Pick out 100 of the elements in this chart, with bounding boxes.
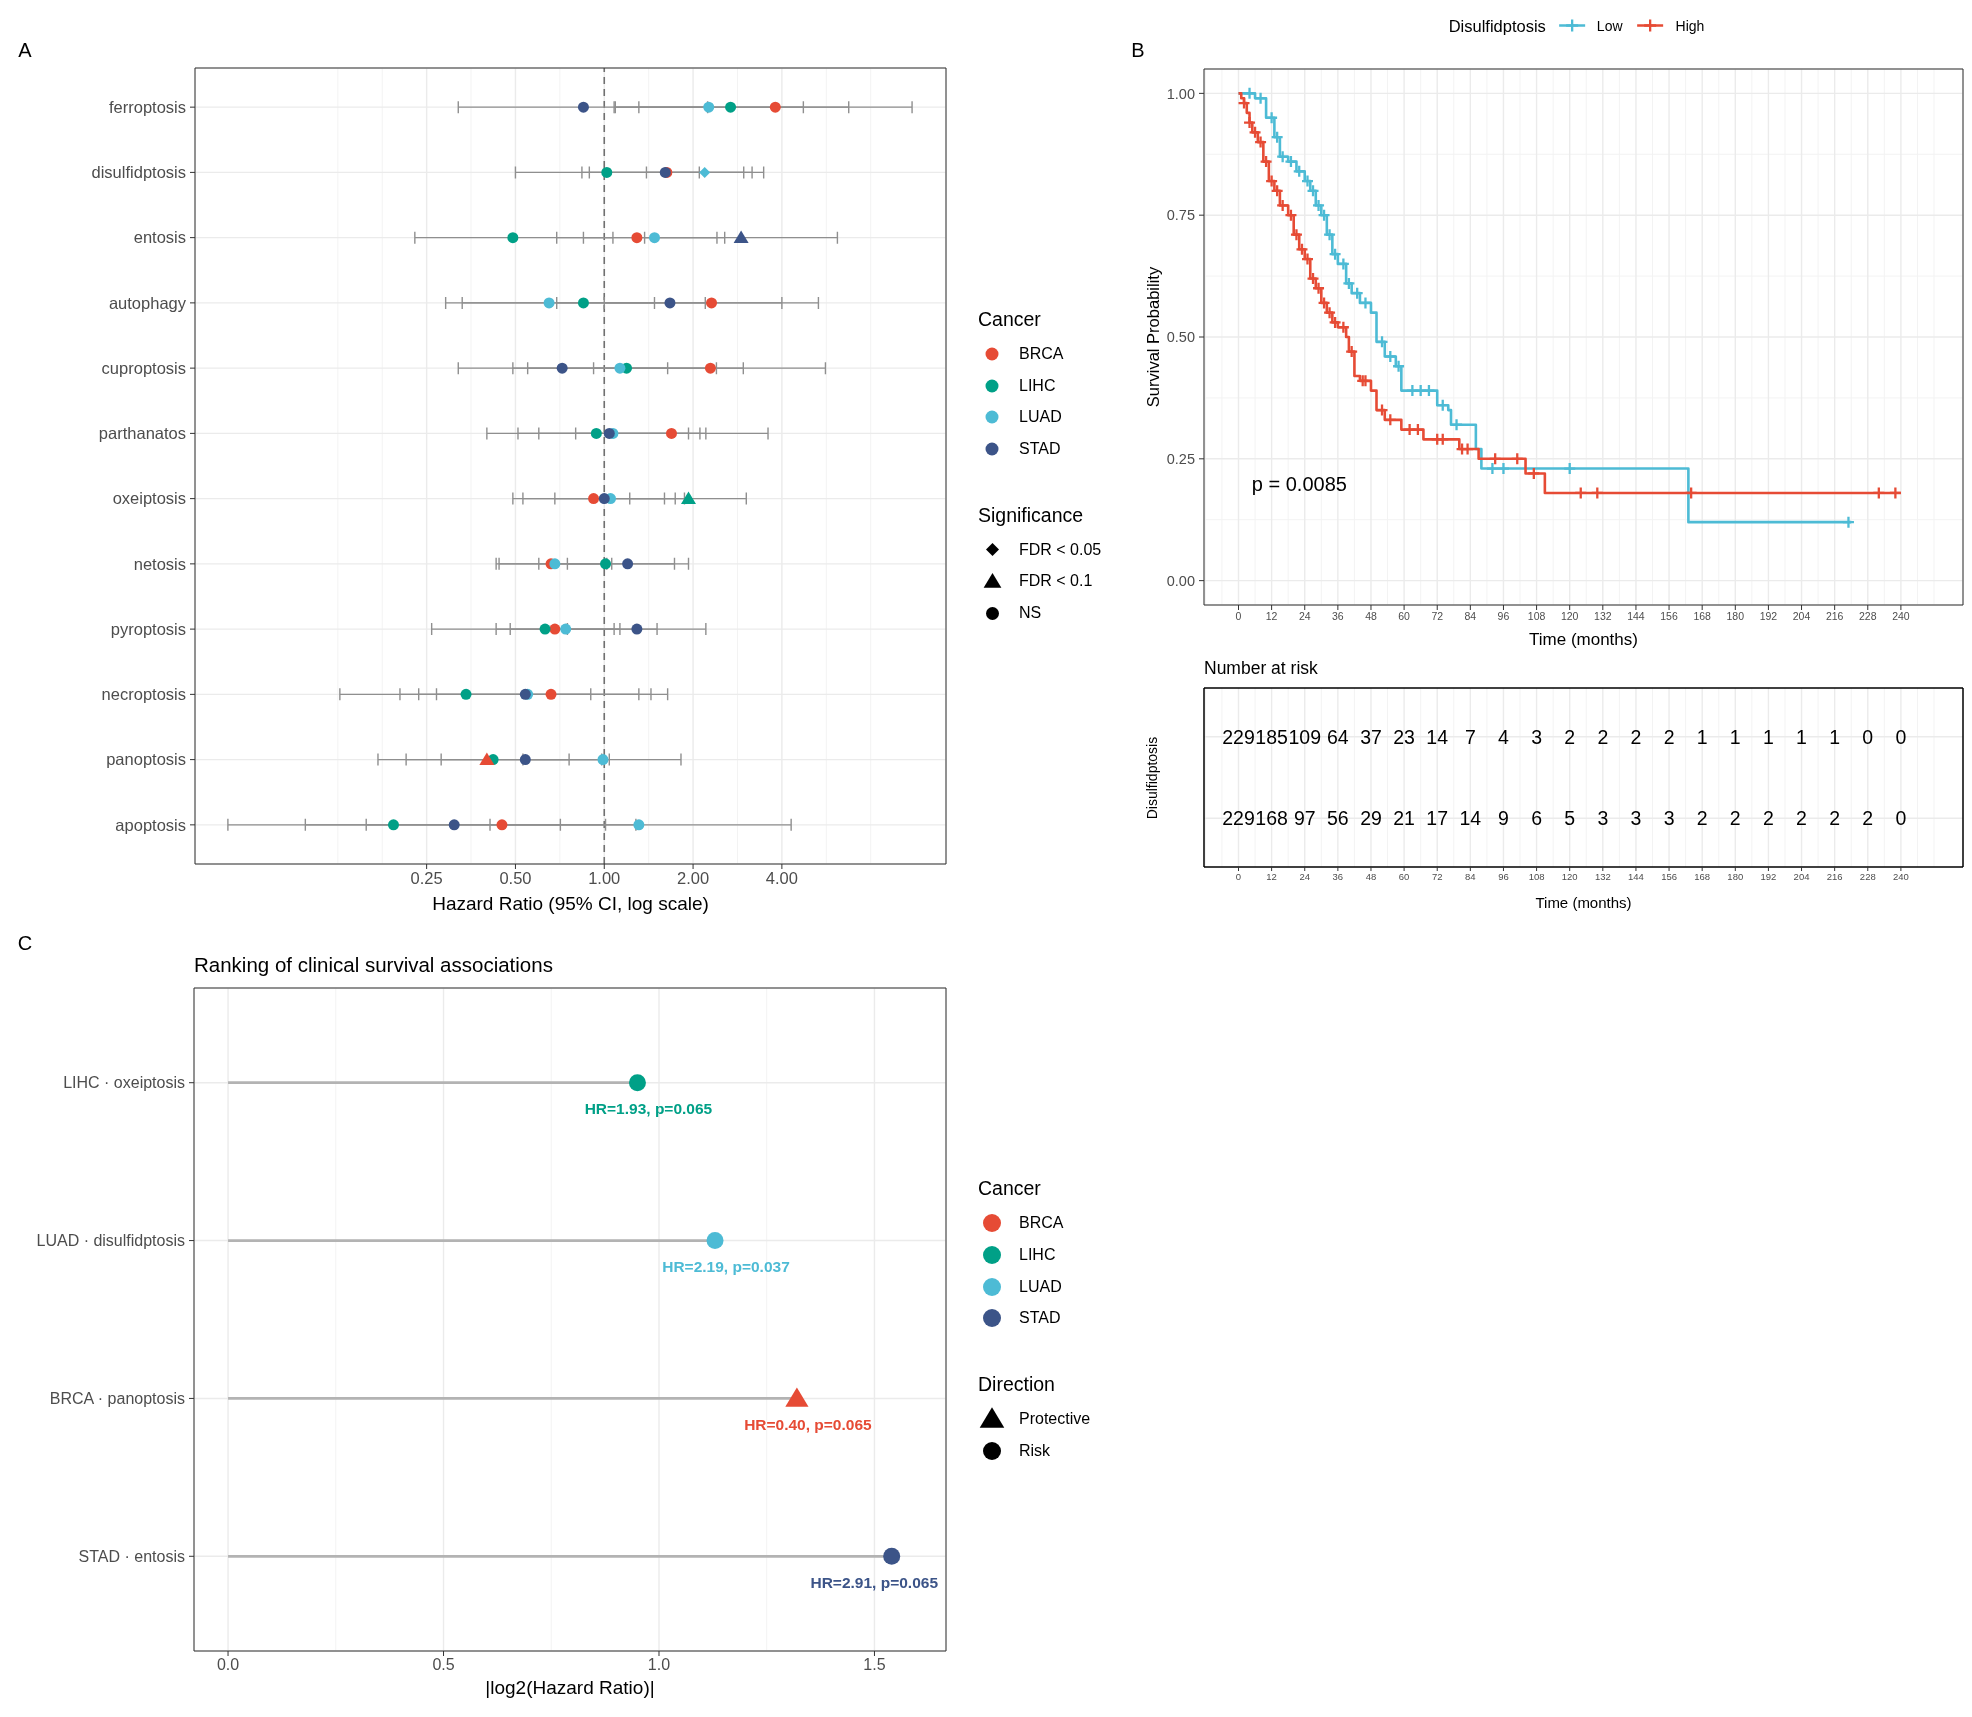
point (1302, 175, 1313, 187)
x-tick-label: 4.00 (765, 868, 798, 887)
x-tick-label: 240 (1892, 610, 1910, 623)
point (1346, 346, 1358, 358)
text: Significance (978, 504, 1084, 526)
point (1497, 463, 1509, 475)
chart-title: Number at risk (1204, 658, 1318, 678)
text: NS (1019, 604, 1042, 623)
x-axis-title: Time (months) (1529, 630, 1638, 650)
point (1423, 385, 1435, 397)
x-tick-label: 216 (1826, 870, 1843, 882)
x-tick-label: 1.00 (588, 868, 621, 887)
x-tick-label: 192 (1760, 870, 1777, 882)
point (1313, 282, 1325, 294)
x-tick-label: 84 (1465, 870, 1476, 882)
text: FDR < 0.05 (1019, 540, 1102, 559)
x-tick-label: 204 (1792, 610, 1811, 623)
x-tick-label: 36 (1332, 610, 1344, 623)
data-label: 2 (1796, 807, 1807, 830)
x-tick-label: 0 (1235, 610, 1242, 623)
data-label: 0 (1862, 725, 1874, 748)
data-label: HR=2.91, p=0.065 (810, 1573, 939, 1591)
x-tick-label: 180 (1726, 610, 1745, 623)
data-label: 14 (1459, 807, 1482, 830)
legend-label: BRCA (1019, 1214, 1064, 1233)
point (706, 1232, 724, 1250)
data-label: 185 (1255, 725, 1289, 748)
x-tick-label: 1.0 (647, 1656, 671, 1674)
legend-label: High (1675, 17, 1705, 34)
point (1324, 229, 1336, 241)
point (1290, 229, 1302, 241)
point (1564, 463, 1576, 475)
point (1384, 350, 1396, 362)
y-tick-label: pyroptosis (110, 619, 186, 638)
data-label: 1 (1796, 725, 1807, 748)
point (1528, 467, 1540, 479)
data-label: HR=0.40, p=0.065 (744, 1415, 873, 1433)
x-tick-label: 120 (1561, 870, 1578, 882)
text: B (1131, 38, 1145, 62)
y-tick-label: autophagy (108, 293, 187, 312)
x-tick-label: 228 (1859, 610, 1877, 623)
y-tick-label: netosis (133, 554, 186, 573)
data-label: 2 (1663, 725, 1675, 748)
y-tick-label: apoptosis (115, 815, 186, 834)
x-tick-label: 168 (1694, 870, 1711, 882)
data-label: 6 (1531, 807, 1543, 830)
x-tick-label: 228 (1859, 870, 1876, 882)
data-label: 2 (1630, 725, 1642, 748)
data-label: 2 (1696, 807, 1708, 830)
x-tick-label: 12 (1266, 870, 1277, 882)
x-tick-label: 132 (1594, 610, 1612, 623)
x-tick-label: 108 (1527, 610, 1546, 623)
data-label: 2 (1729, 807, 1741, 830)
data-label: 2 (1829, 807, 1841, 830)
y-tick-label: 0.00 (1166, 572, 1195, 589)
y-tick-label: LUAD · disulfidptosis (36, 1232, 185, 1250)
x-tick-label: 72 (1431, 870, 1443, 882)
x-tick-label: 204 (1793, 870, 1810, 882)
point (1451, 419, 1463, 431)
y-tick-label: cuproptosis (101, 358, 186, 377)
y-tick-label: LIHC · oxeiptosis (63, 1074, 185, 1092)
x-tick-label: 24 (1299, 870, 1311, 882)
point (1412, 424, 1424, 436)
data-label: 0 (1895, 807, 1907, 830)
legend-label: STAD (1019, 1309, 1061, 1328)
data-label: 56 (1327, 807, 1349, 830)
data-label: 2 (1597, 725, 1609, 748)
x-axis-title: Time (months) (1535, 893, 1632, 911)
x-tick-label: 96 (1497, 610, 1510, 623)
x-tick-label: 2.00 (677, 868, 710, 887)
x-tick-label: 132 (1594, 870, 1611, 882)
x-tick-label: 0.50 (499, 868, 532, 887)
legend-title: Cancer (978, 307, 1041, 330)
data-label: 1 (1829, 725, 1841, 748)
text: C (17, 931, 33, 955)
point (1486, 463, 1498, 475)
legend-title: Disulfidptosis (1448, 16, 1546, 35)
data-label: 37 (1360, 725, 1382, 748)
y-tick-label: entosis (133, 228, 186, 247)
legend-label: LUAD (1019, 408, 1062, 427)
point (1337, 321, 1349, 333)
text: A (18, 38, 32, 62)
data-label: 64 (1327, 725, 1349, 748)
data-label: 1 (1762, 725, 1774, 748)
text: Direction (978, 1373, 1055, 1396)
data-label: 168 (1255, 807, 1288, 830)
point (628, 1074, 646, 1092)
data-label: 2 (1762, 807, 1774, 830)
x-tick-label: 0.0 (216, 1656, 240, 1674)
x-tick-label: 156 (1660, 610, 1678, 623)
data-label: 229 (1222, 725, 1255, 748)
x-tick-label: 156 (1661, 870, 1677, 882)
data-label: 7 (1464, 725, 1476, 748)
data-label: 17 (1426, 807, 1449, 830)
data-label: 3 (1531, 725, 1543, 748)
x-tick-label: 216 (1825, 610, 1844, 623)
text: Protective (1019, 1410, 1091, 1429)
y-axis-title: Survival Probability (1143, 266, 1163, 408)
x-tick-label: 60 (1398, 870, 1410, 882)
x-tick-label: 36 (1332, 870, 1344, 882)
